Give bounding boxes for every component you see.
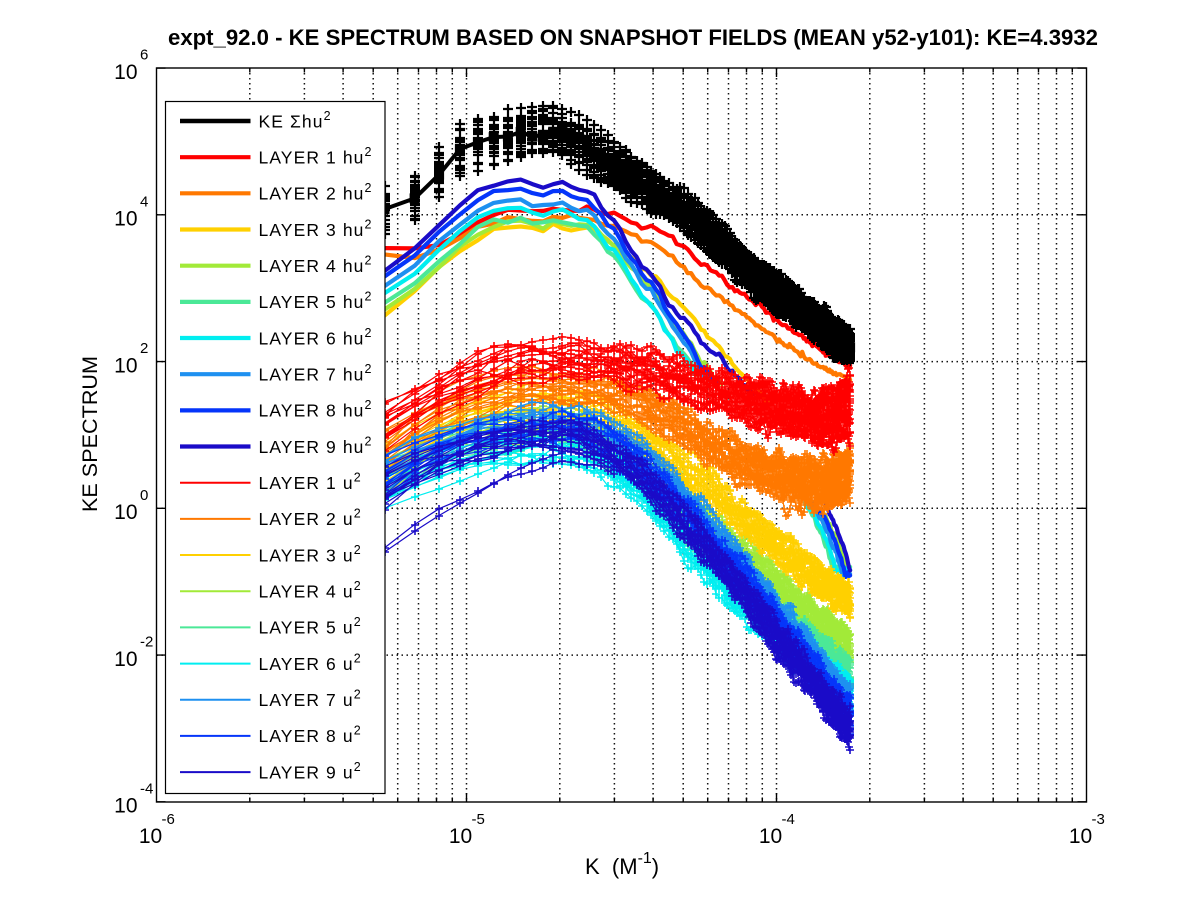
- svg-text:KE Σhu2: KE Σhu2: [259, 109, 331, 132]
- svg-text:-6: -6: [162, 811, 175, 828]
- svg-text:LAYER 8 hu2: LAYER 8 hu2: [259, 398, 372, 421]
- svg-text:LAYER 2 hu2: LAYER 2 hu2: [259, 181, 372, 204]
- svg-text:LAYER 3 hu2: LAYER 3 hu2: [259, 217, 372, 240]
- svg-text:LAYER 1 u2: LAYER 1 u2: [259, 471, 361, 494]
- svg-text:-4: -4: [140, 780, 153, 797]
- svg-text:6: 6: [140, 47, 148, 64]
- svg-text:-5: -5: [472, 811, 485, 828]
- svg-text:10: 10: [1069, 825, 1092, 848]
- svg-text:-3: -3: [1092, 811, 1105, 828]
- svg-text:10: 10: [114, 648, 137, 671]
- svg-text:LAYER 1 hu2: LAYER 1 hu2: [259, 145, 372, 168]
- svg-text:10: 10: [114, 61, 137, 84]
- svg-text:10: 10: [114, 795, 137, 818]
- svg-text:4: 4: [140, 193, 148, 210]
- svg-text:10: 10: [759, 825, 782, 848]
- svg-text:10: 10: [114, 208, 137, 231]
- svg-text:LAYER 2 u2: LAYER 2 u2: [259, 507, 361, 530]
- svg-text:-4: -4: [782, 811, 795, 828]
- svg-text:LAYER 7 hu2: LAYER 7 hu2: [259, 362, 372, 385]
- svg-text:10: 10: [139, 825, 162, 848]
- svg-text:10: 10: [114, 354, 137, 377]
- svg-text:LAYER 4 u2: LAYER 4 u2: [259, 579, 361, 602]
- svg-text:LAYER 6 u2: LAYER 6 u2: [259, 651, 361, 674]
- svg-text:LAYER 9 hu2: LAYER 9 hu2: [259, 434, 372, 457]
- svg-text:LAYER 9 u2: LAYER 9 u2: [259, 760, 361, 783]
- svg-text:LAYER 5 u2: LAYER 5 u2: [259, 615, 361, 638]
- svg-text:2: 2: [140, 340, 148, 357]
- svg-text:10: 10: [114, 501, 137, 524]
- svg-text:LAYER 6 hu2: LAYER 6 hu2: [259, 326, 372, 349]
- svg-text:LAYER 8 u2: LAYER 8 u2: [259, 724, 361, 747]
- svg-text:LAYER 5 hu2: LAYER 5 hu2: [259, 290, 372, 313]
- svg-text:0: 0: [140, 487, 148, 504]
- svg-text:LAYER 3 u2: LAYER 3 u2: [259, 543, 361, 566]
- svg-text:LAYER 7 u2: LAYER 7 u2: [259, 688, 361, 711]
- svg-text:-2: -2: [140, 634, 153, 651]
- svg-text:10: 10: [449, 825, 472, 848]
- svg-text:KE SPECTRUM: KE SPECTRUM: [79, 356, 102, 512]
- svg-text:expt_92.0 - KE SPECTRUM BASED: expt_92.0 - KE SPECTRUM BASED ON SNAPSHO…: [168, 25, 1098, 50]
- svg-text:LAYER 4 hu2: LAYER 4 hu2: [259, 254, 372, 277]
